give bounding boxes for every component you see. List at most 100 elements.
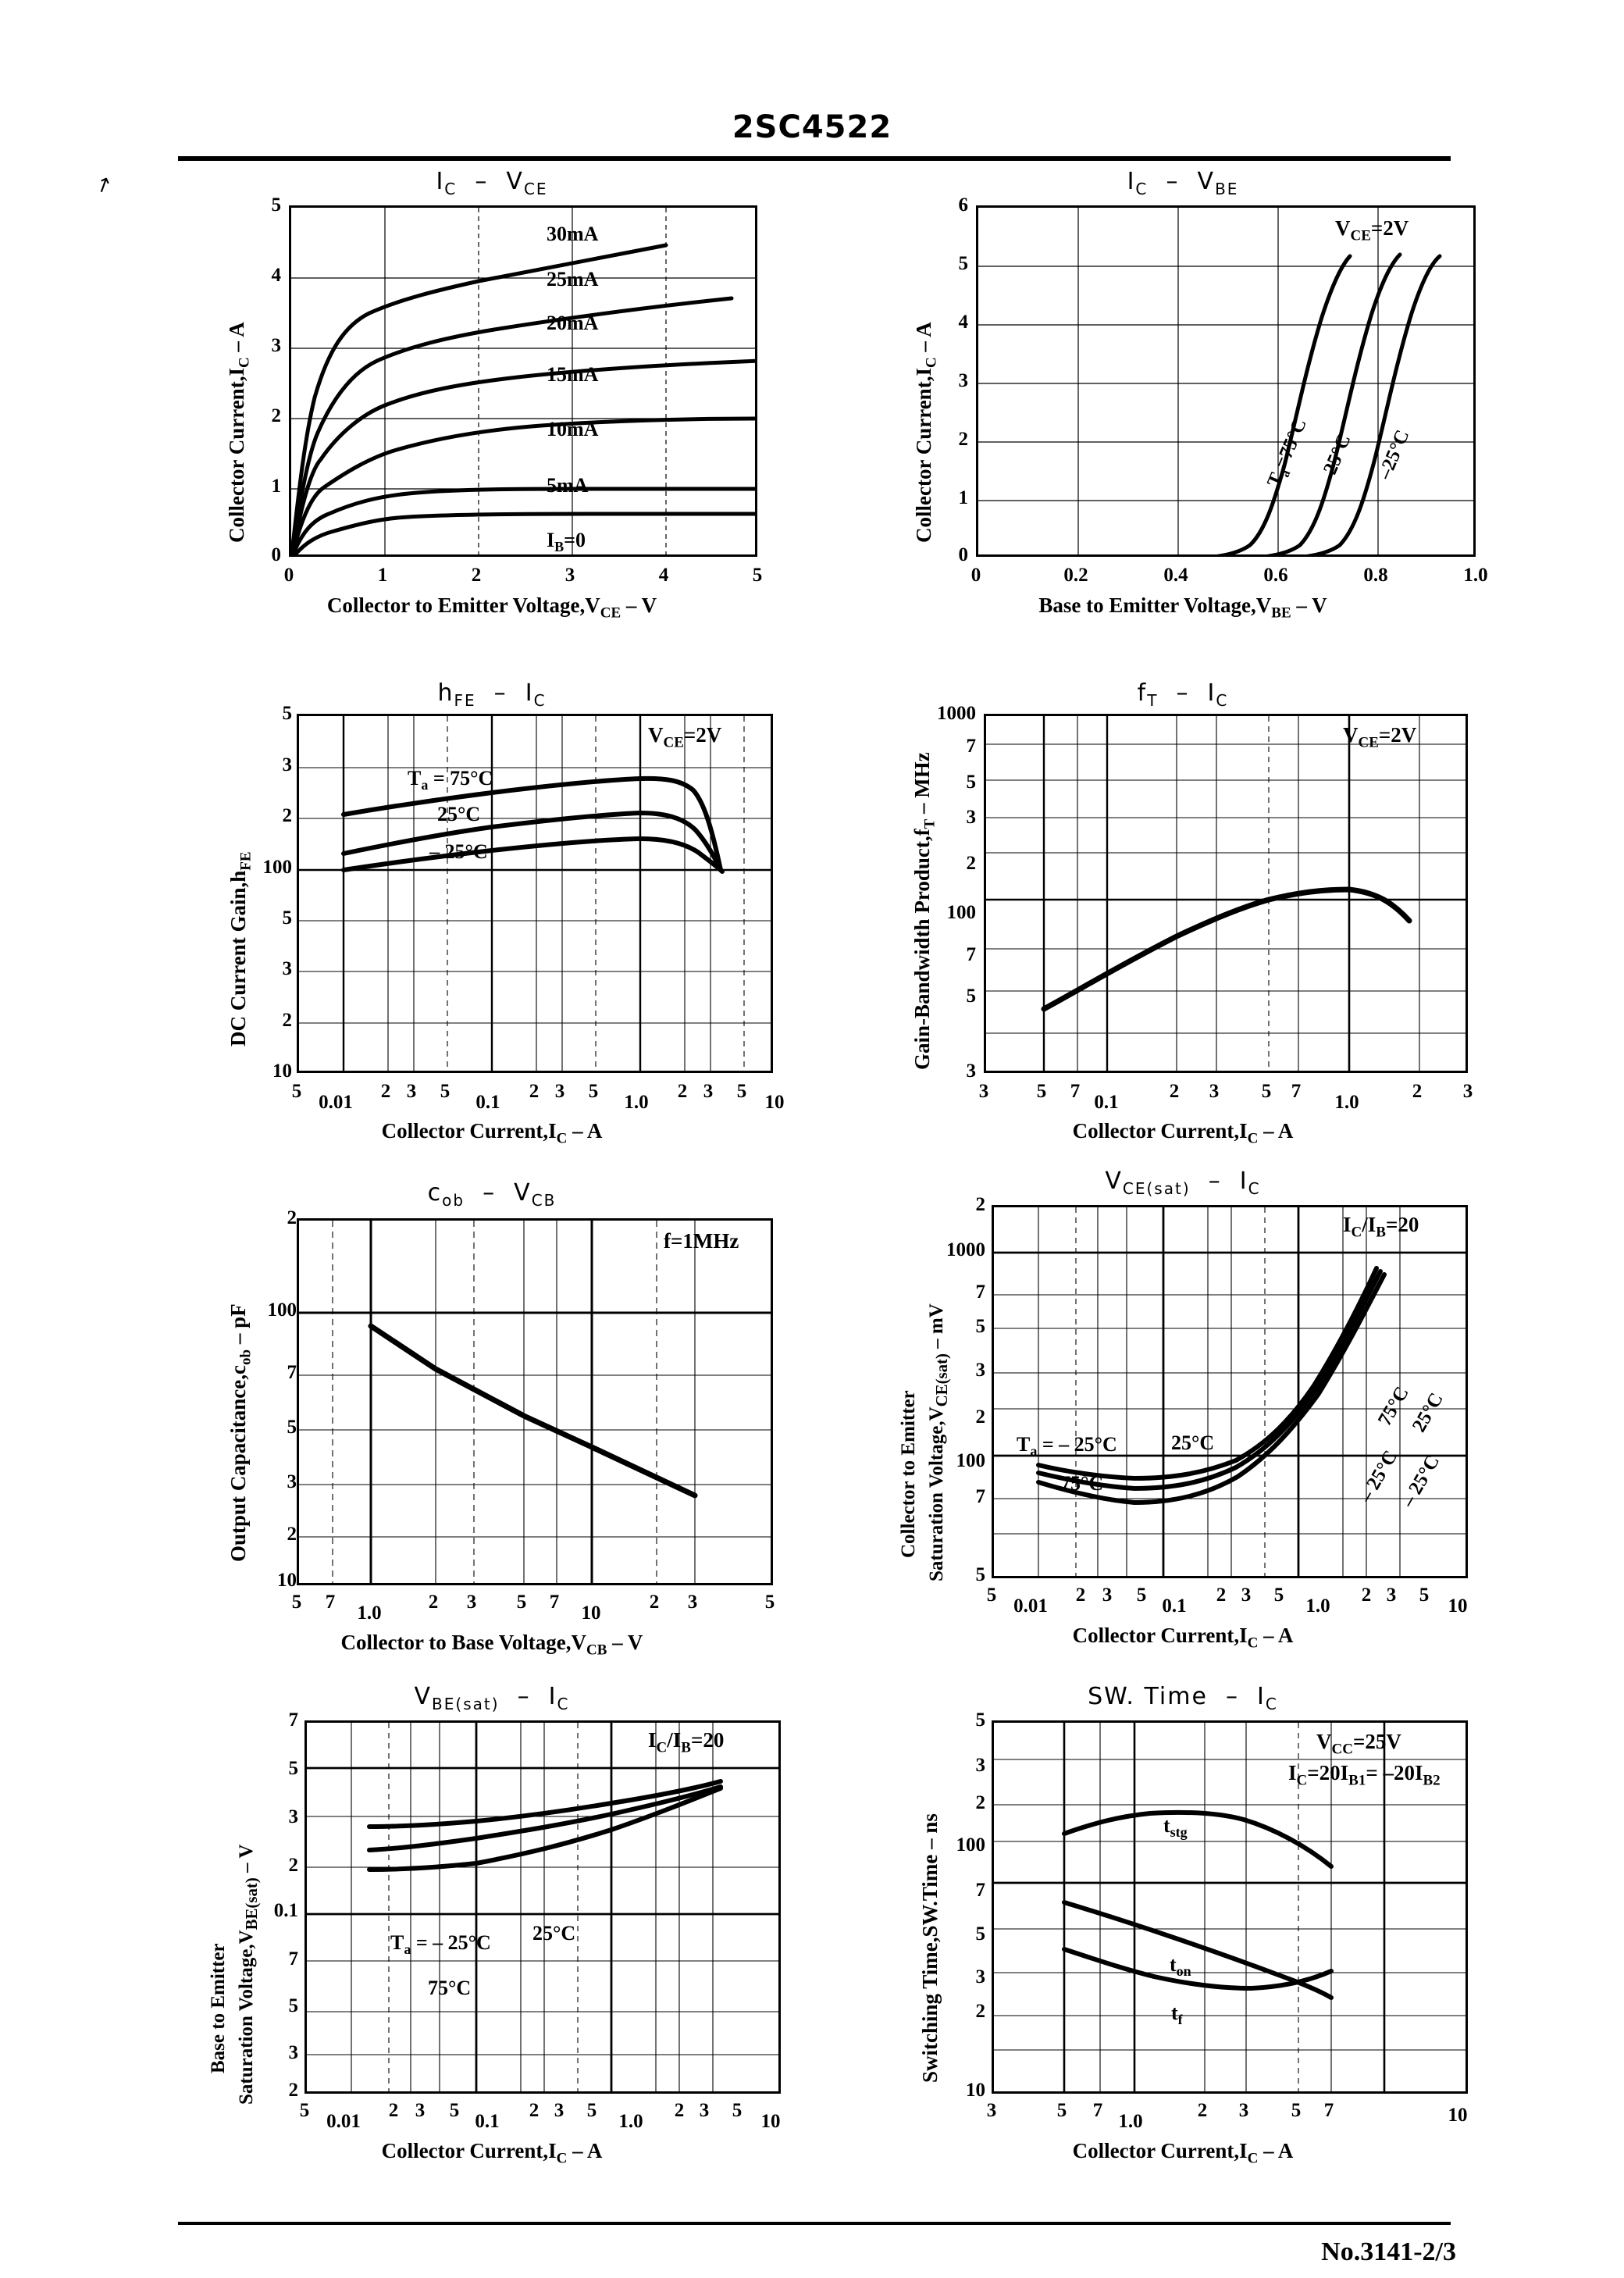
x-tick: 5 [1056, 2100, 1067, 2121]
y-tick: 100 [267, 1299, 297, 1321]
x-tick: 7 [1323, 2100, 1334, 2121]
x-tick: 0.1 [1162, 1595, 1187, 1617]
x-tick: 3 [1102, 1585, 1113, 1606]
x-tick: 0.1 [475, 2111, 500, 2132]
x-tick: 3 [978, 1081, 989, 1102]
x-tick: 0.1 [475, 1092, 500, 1113]
y-tick: 2 [975, 1406, 986, 1428]
page-title: 2SC4522 [732, 109, 892, 145]
curve-label-25c: 25°C [437, 803, 481, 825]
y-tick: 3 [282, 958, 293, 979]
y-axis-label-line2: Saturation Voltage,VCE(sat) – mV [926, 1303, 951, 1581]
chart-ft-ic: fT – IC [874, 679, 1491, 1156]
curve-label-ib0: IB=0 [547, 529, 586, 555]
y-axis-label: Switching Time,SW.Time – ns [918, 1813, 942, 2083]
condition-note: IC/IB=20 [648, 1728, 725, 1756]
condition-note-vcc: VCC=25V [1316, 1730, 1401, 1758]
y-tick: 5 [966, 986, 977, 1007]
plot-area [297, 1218, 773, 1585]
y-tick: 7 [288, 1709, 299, 1731]
x-tick: 3 [406, 1081, 417, 1102]
x-tick: 0.01 [319, 1092, 353, 1113]
x-tick: 5 [764, 1592, 775, 1613]
x-tick: 7 [325, 1592, 336, 1613]
x-tick: 3 [466, 1592, 477, 1613]
footer-rule [178, 2222, 1451, 2225]
x-tick: 2 [471, 565, 482, 586]
y-axis-label: Collector Current,IC – A [912, 322, 940, 543]
x-tick: 3 [1386, 1585, 1397, 1606]
x-tick: 2 [1197, 2100, 1208, 2121]
x-tick: 10 [1448, 1595, 1468, 1617]
x-tick: 0.01 [1013, 1595, 1048, 1617]
x-tick: 1.0 [1118, 2111, 1143, 2132]
x-tick: 2 [388, 2100, 399, 2121]
y-axis-label-line1: Collector to Emitter [898, 1390, 919, 1558]
y-tick: 5 [288, 1995, 299, 2016]
y-tick: 3 [282, 754, 293, 775]
x-tick: 0 [283, 565, 294, 586]
chart-cob-vcb: cob – VCB [195, 1179, 789, 1671]
plot-area [984, 714, 1468, 1073]
plot-svg [291, 208, 755, 554]
plot-area [304, 1720, 781, 2094]
y-tick: 3 [975, 1755, 986, 1776]
x-tick: 3 [564, 565, 575, 586]
curve-label-25c-left: 25°C [1171, 1431, 1215, 1454]
curve-label-30ma: 30mA [547, 223, 599, 245]
chart-title: cob – VCB [427, 1179, 557, 1210]
condition-note: f=1MHz [664, 1229, 739, 1253]
chart-ic-vce: IC – VCE [195, 168, 789, 636]
curve-label-25c: 25°C [532, 1922, 576, 1945]
x-tick: 2 [1361, 1585, 1372, 1606]
curve-label-5ma: 5mA [547, 474, 589, 497]
y-tick: 3 [975, 1360, 986, 1381]
y-tick: 1 [271, 476, 282, 497]
y-axis-label-line1: Base to Emitter [208, 1943, 229, 2073]
y-tick: 4 [271, 265, 282, 286]
y-axis-label-line2: Saturation Voltage,VBE(sat) – V [236, 1844, 261, 2105]
y-axis-label: Gain-Bandwidth Product,fT – MHz [910, 752, 938, 1070]
y-tick: 2 [975, 1792, 986, 1813]
condition-note-ic: IC=20IB1= –20IB2 [1288, 1761, 1441, 1789]
y-tick: 3 [288, 2042, 299, 2063]
x-tick: 5 [736, 1081, 747, 1102]
plot-svg [299, 716, 771, 1071]
curve-label-tf: tf [1171, 2002, 1183, 2028]
curve-label-tstg: tstg [1163, 1814, 1188, 1841]
x-tick: 7 [1070, 1081, 1081, 1102]
x-tick: 1.0 [618, 2111, 643, 2132]
condition-note: VCE=2V [1335, 216, 1409, 244]
x-axis-label: Collector Current,IC – A [381, 1119, 603, 1147]
x-tick: 3 [1209, 1081, 1220, 1102]
x-tick: 1.0 [1463, 565, 1488, 586]
x-tick: 5 [752, 565, 763, 586]
y-tick: 5 [975, 1923, 986, 1945]
y-tick: 2 [975, 2001, 986, 2022]
x-tick: 5 [986, 1585, 997, 1606]
chart-title: IC – VCE [436, 168, 548, 198]
y-tick: 0 [958, 544, 969, 565]
curve-label-ton: ton [1170, 1953, 1191, 1980]
y-tick: 100 [262, 857, 293, 878]
curve-label-10ma: 10mA [547, 418, 599, 440]
y-tick: 3 [975, 1966, 986, 1987]
y-tick: 5 [975, 1564, 986, 1585]
y-tick: 2 [966, 853, 977, 874]
y-tick: 100 [946, 902, 977, 923]
y-tick: 2 [287, 1524, 297, 1545]
x-axis-label: Collector to Base Voltage,VCB – V [340, 1631, 643, 1659]
y-tick: 7 [975, 1282, 986, 1303]
y-tick: 3 [271, 335, 282, 356]
x-axis-label: Base to Emitter Voltage,VBE – V [1038, 594, 1327, 622]
x-tick: 1.0 [624, 1092, 649, 1113]
x-tick: 5 [732, 2100, 743, 2121]
y-tick: 10 [277, 1570, 297, 1591]
curve-label-neg25c: Ta = – 25°C [390, 1931, 491, 1958]
y-tick: 100 [956, 1834, 986, 1856]
x-tick: 5 [1419, 1585, 1430, 1606]
stray-pen-mark: ↗ [91, 170, 116, 199]
x-axis-label: Collector to Emitter Voltage,VCE – V [326, 594, 657, 622]
x-tick: 0.01 [326, 2111, 361, 2132]
x-tick: 2 [677, 1081, 688, 1102]
